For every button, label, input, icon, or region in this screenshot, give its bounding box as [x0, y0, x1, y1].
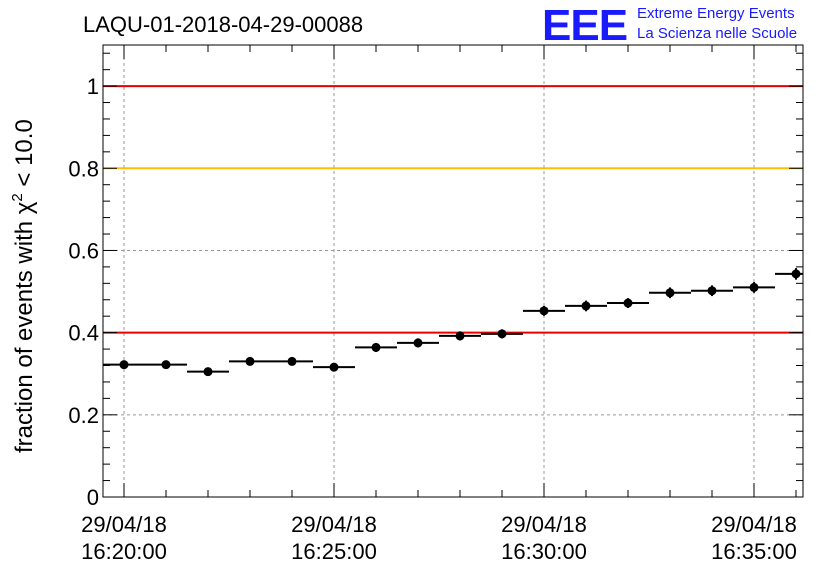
y-axis-label-main: fraction of events with χ: [11, 201, 38, 453]
y-tick-label: 0.6: [68, 238, 99, 263]
y-tick-label: 0.8: [68, 156, 99, 181]
x-tick-label-time: 16:35:00: [711, 539, 797, 564]
x-tick-label-date: 29/04/18: [711, 512, 797, 537]
y-axis-label: fraction of events with χ2 < 10.0: [9, 119, 38, 453]
data-point: [371, 342, 381, 352]
data-series: [103, 268, 803, 377]
data-point: [329, 362, 339, 372]
data-point: [749, 282, 759, 292]
y-tick-label: 1: [87, 74, 99, 99]
y-tick-label: 0.4: [68, 321, 99, 346]
data-point: [497, 329, 507, 339]
eee-logo: EEE Extreme Energy Events La Scienza nel…: [542, 1, 797, 50]
x-tick-label-date: 29/04/18: [291, 512, 377, 537]
data-point: [623, 298, 633, 308]
data-point: [791, 269, 801, 279]
chart-title: LAQU-01-2018-04-29-00088: [83, 12, 363, 37]
data-point: [203, 367, 213, 377]
data-point: [581, 301, 591, 311]
x-tick-label-date: 29/04/18: [81, 512, 167, 537]
reference-lines: [103, 85, 803, 334]
data-point: [539, 306, 549, 316]
data-point: [287, 356, 297, 366]
data-point: [119, 360, 129, 370]
x-tick-label-date: 29/04/18: [501, 512, 587, 537]
x-tick-label-time: 16:20:00: [81, 539, 167, 564]
data-point: [161, 360, 171, 370]
data-point: [707, 286, 717, 296]
data-point: [455, 331, 465, 341]
grid: [103, 45, 803, 497]
logo-line-1: Extreme Energy Events: [637, 5, 795, 22]
data-point: [245, 356, 255, 366]
y-axis-label-sup: 2: [9, 193, 26, 201]
y-tick-label: 0: [87, 485, 99, 510]
x-tick-label-time: 16:30:00: [501, 539, 587, 564]
y-axis-label-tail: < 10.0: [11, 119, 38, 193]
y-tick-label: 0.2: [68, 403, 99, 428]
data-point: [665, 288, 675, 298]
axes: 00.20.40.60.8129/04/1816:20:0029/04/1816…: [68, 45, 803, 564]
plot-frame: [102, 44, 804, 498]
x-tick-label-time: 16:25:00: [291, 539, 377, 564]
data-point: [413, 338, 423, 348]
logo-letters: EEE: [542, 1, 627, 50]
logo-line-2: La Scienza nelle Scuole: [637, 25, 797, 42]
